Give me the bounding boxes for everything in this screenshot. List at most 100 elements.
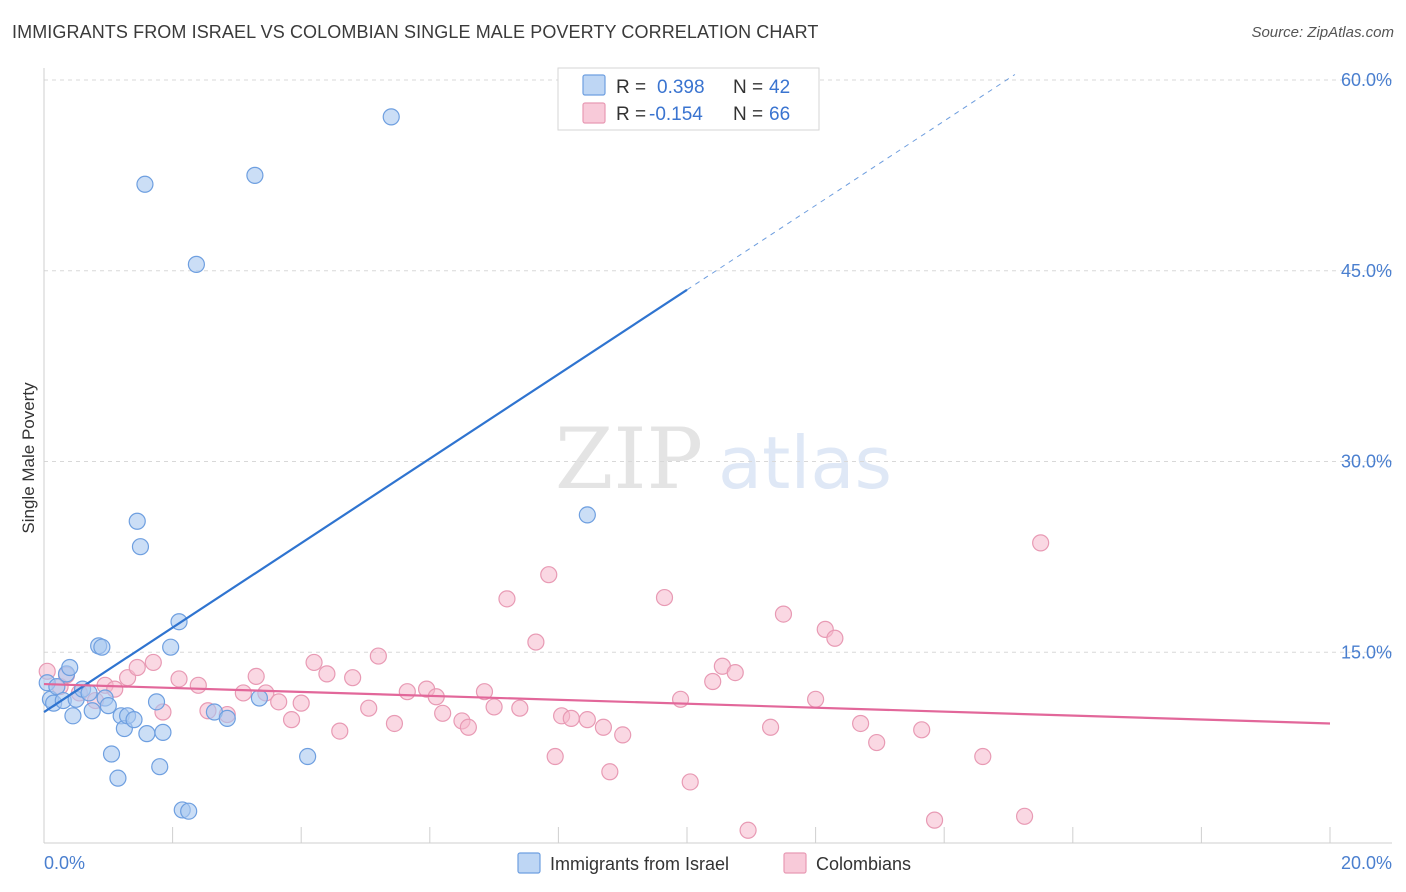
colombia-points bbox=[38, 534, 1050, 839]
colombia-point-53 bbox=[739, 821, 757, 839]
colombia-point-20 bbox=[292, 694, 310, 712]
bottom-legend-swatch-israel bbox=[517, 852, 541, 874]
x-tick-label-max: 20.0% bbox=[1341, 853, 1392, 873]
colombia-point-34 bbox=[475, 683, 494, 701]
colombia-point-15 bbox=[234, 684, 252, 702]
israel-point-22 bbox=[128, 512, 146, 530]
x-ticks bbox=[43, 827, 1331, 843]
legend-box: R = 0.398 N = 42 R = -0.154 N = 66 bbox=[557, 67, 820, 131]
colombia-point-35 bbox=[485, 698, 503, 716]
colombia-point-25 bbox=[360, 699, 378, 717]
colombia-point-54 bbox=[761, 718, 780, 736]
israel-point-24 bbox=[138, 725, 156, 743]
colombia-point-9 bbox=[144, 653, 162, 672]
legend-israel-n-value: 42 bbox=[769, 77, 790, 98]
colombia-point-19 bbox=[282, 711, 301, 729]
colombia-point-63 bbox=[974, 747, 992, 766]
colombia-point-61 bbox=[913, 721, 931, 739]
colombia-point-39 bbox=[540, 566, 558, 584]
israel-points bbox=[38, 108, 596, 820]
israel-point-37 bbox=[250, 689, 269, 707]
colombia-point-16 bbox=[247, 667, 265, 686]
colombia-point-62 bbox=[925, 811, 944, 829]
israel-point-35 bbox=[218, 709, 236, 727]
israel-point-40 bbox=[578, 506, 596, 524]
legend-israel-n-label: N = bbox=[733, 77, 763, 98]
legend-israel-r-label: R = bbox=[616, 77, 646, 98]
watermark-zip: ZIP bbox=[555, 410, 703, 508]
colombia-point-65 bbox=[1032, 534, 1050, 552]
colombia-point-40 bbox=[546, 747, 564, 766]
y-tick-label-30: 30.0% bbox=[1341, 452, 1392, 472]
colombia-point-27 bbox=[385, 714, 404, 733]
israel-point-6 bbox=[61, 658, 79, 677]
israel-point-39 bbox=[382, 108, 400, 126]
colombia-point-21 bbox=[305, 653, 323, 672]
y-axis-title: Single Male Poverty bbox=[19, 382, 38, 534]
colombia-point-31 bbox=[434, 704, 452, 722]
colombia-point-59 bbox=[852, 714, 870, 733]
y-tick-label-60: 60.0% bbox=[1341, 70, 1392, 90]
trend-lines bbox=[43, 74, 1331, 725]
x-tick-label-min: 0.0% bbox=[44, 853, 85, 873]
chart-source: Source: ZipAtlas.com bbox=[1251, 24, 1394, 41]
colombia-point-47 bbox=[655, 588, 674, 607]
bottom-legend-colombia: Colombians bbox=[816, 854, 911, 874]
israel-point-7 bbox=[64, 707, 82, 725]
israel-point-25 bbox=[136, 175, 154, 193]
israel-point-17 bbox=[109, 769, 127, 787]
israel-point-11 bbox=[83, 702, 101, 720]
colombia-point-38 bbox=[527, 633, 545, 651]
legend-colombia-r-value: -0.154 bbox=[649, 104, 703, 125]
israel-point-38 bbox=[299, 747, 317, 766]
colombia-trend-line bbox=[43, 682, 1331, 725]
grid-lines bbox=[44, 79, 1392, 653]
bottom-legend-swatch-colombia bbox=[783, 852, 807, 874]
israel-point-32 bbox=[180, 802, 198, 820]
colombia-point-33 bbox=[459, 718, 477, 736]
colombia-point-58 bbox=[826, 629, 844, 647]
legend-colombia-n-label: N = bbox=[733, 104, 763, 125]
colombia-point-44 bbox=[594, 718, 613, 736]
israel-point-29 bbox=[162, 638, 180, 656]
legend-swatch-colombia bbox=[582, 102, 606, 124]
watermark: ZIP atlas bbox=[555, 410, 892, 508]
israel-point-27 bbox=[151, 758, 169, 776]
colombia-point-23 bbox=[331, 722, 349, 740]
colombia-point-45 bbox=[601, 763, 619, 781]
israel-point-15 bbox=[99, 697, 117, 715]
colombia-point-64 bbox=[1015, 807, 1034, 825]
axes bbox=[43, 68, 1392, 844]
israel-point-3 bbox=[48, 677, 66, 696]
colombia-point-26 bbox=[369, 647, 387, 665]
colombia-point-12 bbox=[189, 676, 207, 694]
colombia-point-24 bbox=[344, 669, 362, 687]
colombia-point-18 bbox=[270, 693, 288, 711]
colombia-point-60 bbox=[868, 733, 886, 752]
colombia-point-37 bbox=[511, 699, 529, 717]
israel-point-26 bbox=[147, 693, 166, 711]
colombia-point-43 bbox=[578, 711, 596, 729]
israel-point-23 bbox=[131, 538, 150, 556]
watermark-atlas: atlas bbox=[718, 421, 892, 505]
colombia-point-52 bbox=[726, 663, 744, 682]
israel-point-36 bbox=[246, 166, 264, 184]
y-tick-label-45: 45.0% bbox=[1341, 261, 1392, 281]
colombia-point-8 bbox=[128, 658, 146, 677]
israel-point-33 bbox=[187, 255, 205, 273]
y-tick-labels: 15.0% 30.0% 45.0% 60.0% bbox=[1341, 70, 1392, 662]
israel-trend-line bbox=[43, 288, 688, 713]
colombia-point-48 bbox=[671, 690, 690, 708]
israel-point-13 bbox=[93, 638, 111, 656]
colombia-point-46 bbox=[614, 726, 632, 744]
legend-swatch-israel bbox=[582, 74, 606, 96]
colombia-point-11 bbox=[170, 670, 188, 688]
colombia-point-49 bbox=[681, 773, 699, 791]
y-tick-label-15: 15.0% bbox=[1341, 642, 1392, 662]
colombia-point-22 bbox=[318, 665, 336, 683]
bottom-legend-israel: Immigrants from Israel bbox=[550, 854, 729, 874]
colombia-point-42 bbox=[562, 709, 580, 727]
colombia-point-36 bbox=[498, 590, 516, 608]
colombia-point-56 bbox=[806, 690, 825, 708]
